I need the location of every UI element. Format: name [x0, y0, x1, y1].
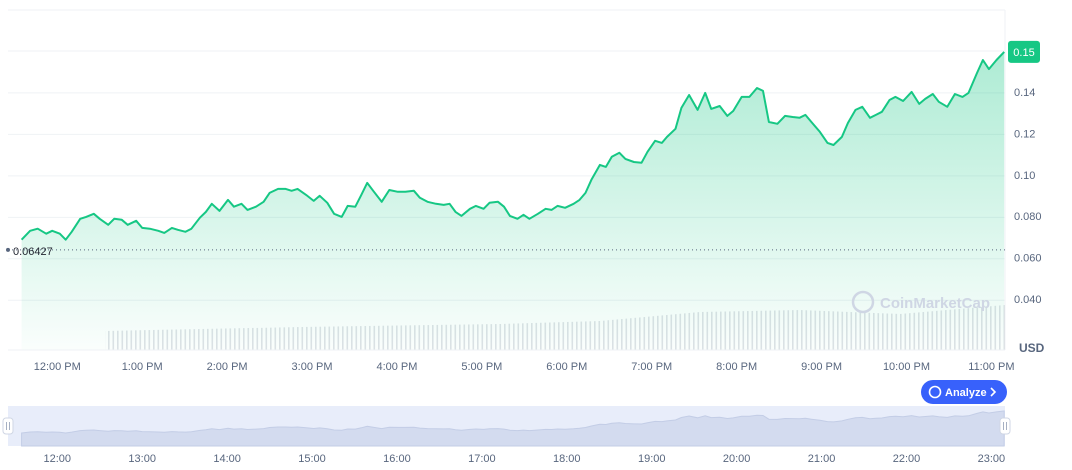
watermark-text: CoinMarketCap: [880, 295, 990, 312]
navigator-tick-label: 19:00: [638, 453, 666, 465]
x-tick-label: 2:00 PM: [207, 361, 248, 373]
watermark: CoinMarketCap: [851, 290, 990, 314]
navigator-handle[interactable]: [999, 417, 1011, 435]
x-tick-label: 9:00 PM: [801, 361, 842, 373]
x-tick-label: 3:00 PM: [292, 361, 333, 373]
navigator-tick-label: 20:00: [723, 453, 751, 465]
x-tick-label: 10:00 PM: [883, 361, 930, 373]
price-tag: 0.15: [1008, 40, 1040, 63]
y-tick-label: 0.060: [1014, 253, 1042, 265]
x-tick-label: 4:00 PM: [376, 361, 417, 373]
navigator-area: [21, 410, 1005, 447]
navigator-handle-bg: [2, 417, 14, 435]
x-tick-label: 5:00 PM: [461, 361, 502, 373]
navigator-tick-label: 17:00: [468, 453, 496, 465]
price-line: [20, 51, 1005, 241]
price-tag-label: 0.15: [1013, 47, 1034, 59]
x-tick-label: 1:00 PM: [122, 361, 163, 373]
price-area: [21, 51, 1005, 351]
navigator-tick-label: 15:00: [298, 453, 326, 465]
navigator-tick-label: 22:00: [893, 453, 921, 465]
unit-label: USD: [1019, 341, 1045, 355]
y-tick-label: 0.10: [1014, 170, 1035, 182]
y-tick-label: 0.14: [1014, 87, 1035, 99]
analyze-icon: [928, 385, 942, 399]
analyze-label[interactable]: Analyze: [945, 387, 987, 399]
y-tick-label: 0.080: [1014, 211, 1042, 223]
x-tick-label: 6:00 PM: [546, 361, 587, 373]
x-tick-label: 8:00 PM: [716, 361, 757, 373]
price-tag-bg: [1008, 40, 1040, 63]
watermark-logo: [851, 290, 875, 314]
analyze-button-bg[interactable]: [921, 380, 1007, 404]
navigator-tick-label: 16:00: [383, 453, 411, 465]
navigator-tick-label: 21:00: [808, 453, 836, 465]
navigator-tick-label: 13:00: [128, 453, 156, 465]
navigator-tick-label: 14:00: [213, 453, 241, 465]
y-tick-label: 0.12: [1014, 128, 1035, 140]
analyze-button[interactable]: Analyze: [921, 380, 1007, 404]
x-tick-label: 7:00 PM: [631, 361, 672, 373]
x-tick-label: 12:00 PM: [34, 361, 81, 373]
analyze-chevron: [990, 387, 997, 397]
y-tick-label: 0.040: [1014, 294, 1042, 306]
navigator-handle-bg: [999, 417, 1011, 435]
x-tick-label: 11:00 PM: [968, 361, 1014, 373]
navigator-tick-label: 23:00: [978, 453, 1006, 465]
reference-label: 0.06427: [13, 246, 53, 258]
navigator-handle[interactable]: [2, 417, 14, 435]
navigator-tick-label: 12:00: [43, 453, 71, 465]
navigator-tick-label: 18:00: [553, 453, 581, 465]
reference-dot: [6, 247, 10, 252]
